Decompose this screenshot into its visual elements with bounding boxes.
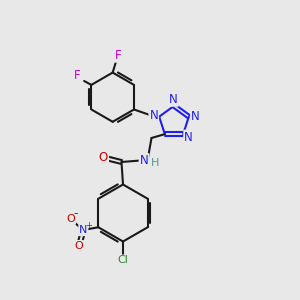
Text: N: N bbox=[149, 109, 158, 122]
Text: O: O bbox=[66, 214, 75, 224]
Text: N: N bbox=[191, 110, 200, 123]
Text: Cl: Cl bbox=[118, 255, 128, 266]
Text: -: - bbox=[74, 207, 78, 220]
Text: N: N bbox=[184, 130, 193, 144]
Text: F: F bbox=[115, 49, 121, 62]
Text: H: H bbox=[151, 158, 160, 168]
Text: O: O bbox=[74, 241, 83, 251]
Text: N: N bbox=[169, 93, 178, 106]
Text: N: N bbox=[79, 225, 88, 235]
Text: F: F bbox=[74, 69, 81, 82]
Text: +: + bbox=[85, 221, 92, 230]
Text: N: N bbox=[140, 154, 148, 167]
Text: O: O bbox=[99, 151, 108, 164]
